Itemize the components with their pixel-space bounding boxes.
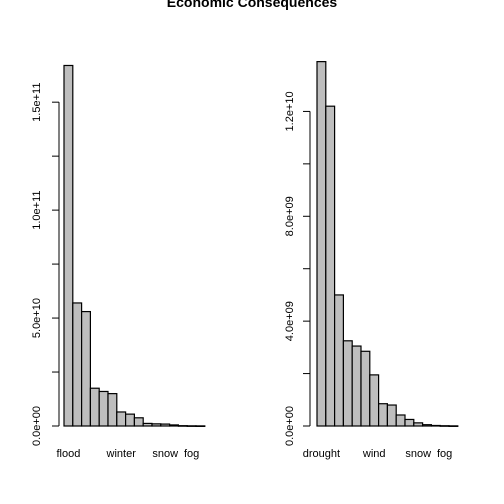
bar — [395, 414, 406, 427]
bar — [369, 374, 380, 427]
x-tick-label: snow — [405, 448, 431, 460]
bar — [160, 423, 171, 427]
bar — [404, 418, 415, 427]
bar — [422, 424, 433, 427]
x-tick-label: winter — [106, 448, 137, 460]
bar — [107, 393, 118, 427]
bar — [142, 422, 153, 427]
bar — [325, 105, 336, 427]
y-tick-label: 5.0e+10 — [31, 298, 43, 338]
x-tick-label: drought — [303, 448, 340, 460]
bar — [177, 425, 188, 427]
bar — [133, 417, 144, 427]
bar — [334, 294, 345, 427]
bar — [151, 423, 162, 427]
y-tick-label: 4.0e+09 — [284, 301, 296, 341]
y-tick-label: 1.2e+10 — [284, 91, 296, 131]
right-panel: 0.0e+00 4.0e+09 8.0e+09 1.2e+10 drought wind s… — [284, 61, 459, 460]
y-tick-label: 0.0e+00 — [284, 406, 296, 446]
bar — [63, 64, 74, 427]
bar — [195, 425, 206, 427]
bar — [80, 310, 91, 427]
x-tick-label: snow — [152, 448, 178, 460]
bar — [386, 404, 397, 427]
bar — [378, 403, 389, 427]
bar — [116, 411, 127, 427]
bar — [186, 425, 197, 427]
bar — [342, 340, 353, 427]
bar — [124, 413, 135, 427]
y-tick-label: 1.0e+11 — [31, 190, 43, 229]
bar — [89, 387, 100, 427]
x-tick-label: fog — [184, 448, 199, 460]
left-panel: 0.0e+00 5.0e+10 1.0e+11 1.5e+11 flood winter s… — [31, 64, 206, 460]
bar — [169, 424, 180, 427]
y-tick-label: 1.5e+11 — [31, 83, 43, 122]
chart-title: Economic Consequences — [167, 0, 338, 10]
bar — [98, 390, 109, 427]
bar — [439, 425, 450, 427]
bar — [360, 350, 371, 427]
y-tick-label: 8.0e+09 — [284, 196, 296, 236]
x-tick-label: fog — [437, 448, 452, 460]
bar — [72, 302, 83, 427]
bar — [351, 345, 362, 427]
bar — [413, 422, 424, 427]
x-tick-label: wind — [362, 448, 386, 460]
x-tick-label: flood — [56, 448, 80, 460]
bar — [316, 61, 327, 427]
bar — [430, 424, 441, 427]
bar — [448, 425, 459, 427]
y-tick-label: 0.0e+00 — [31, 406, 43, 446]
